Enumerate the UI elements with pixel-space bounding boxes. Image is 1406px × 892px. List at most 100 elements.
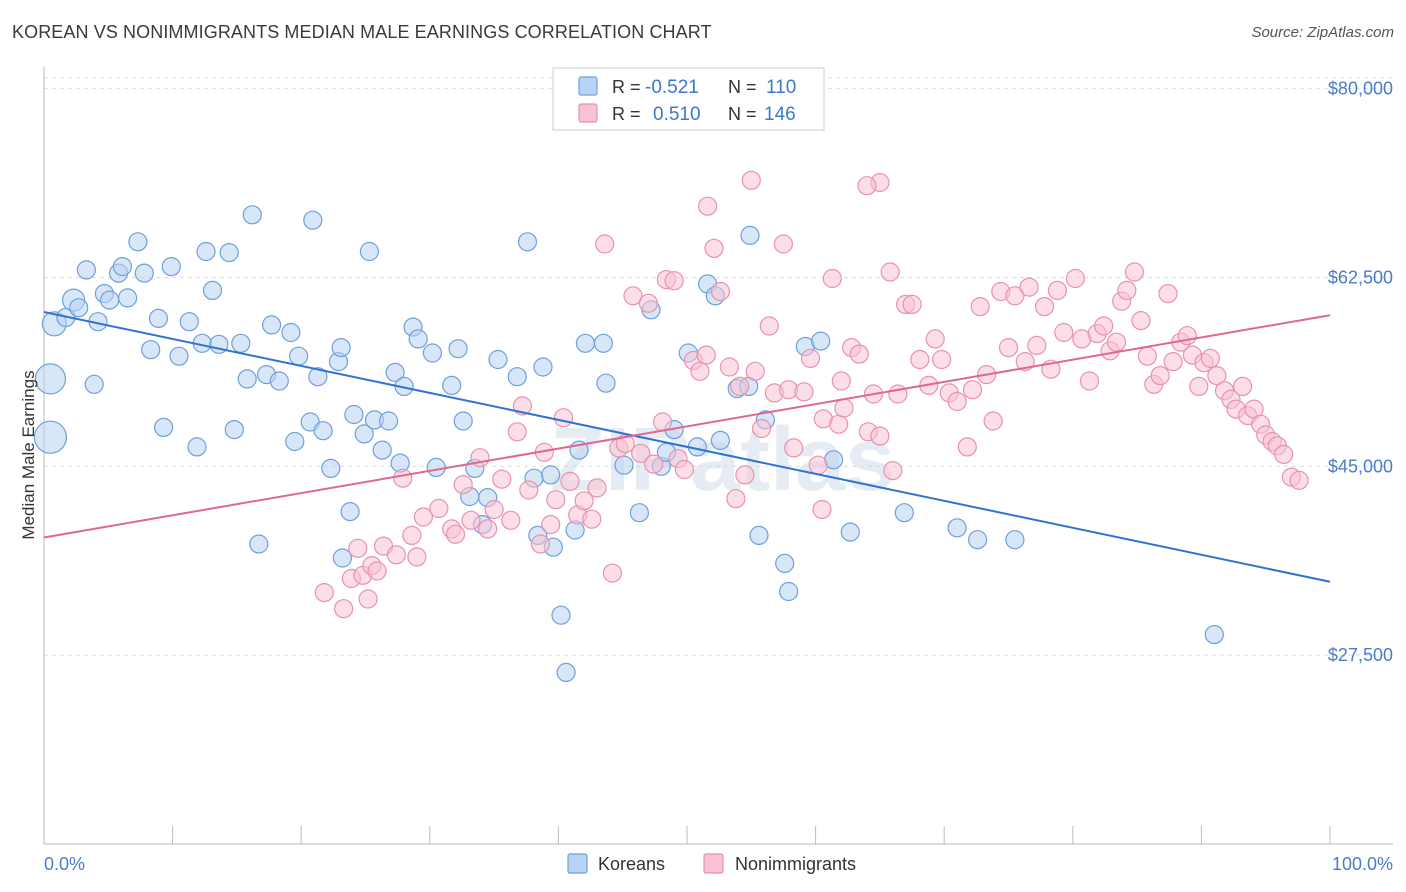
data-point — [332, 548, 352, 568]
data-point — [1124, 262, 1145, 282]
data-point — [1131, 311, 1151, 331]
data-point — [710, 281, 731, 302]
data-point — [1005, 286, 1025, 306]
data-point — [492, 469, 512, 489]
data-point — [379, 411, 399, 431]
data-point — [857, 176, 877, 196]
data-point — [631, 443, 651, 463]
koreans-swatch — [578, 76, 598, 96]
data-point — [840, 522, 860, 542]
data-point — [202, 280, 223, 300]
data-point — [800, 348, 821, 368]
data-point — [393, 468, 413, 488]
data-point — [652, 412, 673, 432]
data-point — [426, 457, 446, 477]
data-point — [402, 525, 422, 546]
data-point — [448, 339, 468, 359]
stats-legend: R = -0.521 N = 110 R = 0.510 N = 146 — [552, 67, 825, 131]
data-point — [219, 243, 239, 263]
legend-nonimmigrants-swatch — [703, 853, 724, 874]
data-point — [442, 375, 462, 395]
data-point — [1065, 268, 1086, 289]
data-point — [224, 420, 244, 440]
data-point — [983, 411, 1003, 431]
data-point — [429, 498, 449, 518]
data-point — [541, 465, 561, 485]
data-point — [453, 475, 473, 495]
data-point — [344, 404, 364, 425]
data-point — [359, 241, 379, 262]
data-point — [1232, 376, 1253, 396]
data-point — [888, 384, 908, 404]
legend-r-value: -0.521 — [645, 77, 699, 98]
data-point — [596, 373, 616, 393]
data-point — [870, 426, 890, 446]
data-point — [313, 421, 333, 441]
data-point — [117, 288, 138, 308]
data-point — [910, 349, 930, 370]
series-legend: Koreans Nonimmigrants — [567, 853, 856, 874]
data-point — [773, 234, 794, 254]
data-point — [902, 294, 922, 314]
data-point — [730, 376, 750, 396]
data-point — [880, 262, 900, 282]
data-point — [1005, 530, 1025, 550]
data-point — [1137, 346, 1158, 366]
data-point — [372, 440, 392, 460]
data-point — [530, 534, 551, 554]
data-point — [334, 599, 354, 619]
data-point — [794, 382, 814, 402]
data-point — [925, 329, 945, 349]
data-point — [582, 509, 602, 529]
legend-koreans-label: Koreans — [598, 854, 665, 874]
data-point — [664, 271, 684, 291]
data-point — [638, 293, 659, 313]
data-point — [957, 437, 977, 457]
data-point — [134, 263, 154, 283]
x-tick-label: 100.0% — [1332, 854, 1393, 874]
data-point — [112, 257, 133, 277]
data-point — [1189, 376, 1209, 396]
data-point — [967, 530, 988, 550]
data-point — [478, 519, 498, 539]
data-point — [775, 553, 795, 574]
data-point — [643, 454, 664, 474]
data-point — [1177, 326, 1197, 346]
data-point — [1163, 352, 1183, 372]
data-point — [289, 346, 309, 366]
data-point — [348, 538, 368, 558]
grid-layer — [44, 77, 1393, 656]
data-point — [1158, 284, 1178, 304]
trend-line — [43, 310, 1331, 583]
data-point — [303, 210, 323, 230]
data-point — [196, 241, 216, 262]
data-point — [696, 345, 716, 365]
stats-legend-row-koreans: R = -0.521 N = 110 — [578, 76, 796, 98]
data-point — [947, 391, 967, 412]
data-point — [1054, 322, 1074, 343]
data-point — [690, 361, 710, 381]
data-point — [726, 489, 746, 509]
data-point — [413, 507, 433, 527]
trend-lines — [43, 310, 1331, 583]
data-point — [735, 465, 755, 485]
data-point — [778, 581, 799, 602]
data-point — [84, 374, 104, 394]
data-point — [556, 662, 576, 683]
data-point — [575, 333, 596, 353]
data-point — [704, 238, 724, 258]
data-point — [1094, 316, 1114, 336]
data-point — [947, 518, 967, 538]
data-point — [749, 525, 769, 546]
nonimmigrants-swatch — [578, 103, 598, 123]
data-point — [808, 455, 828, 475]
data-point — [501, 510, 521, 530]
x-tick-labels: 0.0% 100.0% — [44, 854, 1393, 874]
data-point — [553, 408, 574, 428]
y-tick-label: $62,500 — [1328, 267, 1393, 287]
data-point — [484, 499, 504, 520]
data-point — [674, 459, 695, 480]
legend-n-value: 110 — [766, 77, 796, 98]
data-point — [367, 561, 387, 581]
